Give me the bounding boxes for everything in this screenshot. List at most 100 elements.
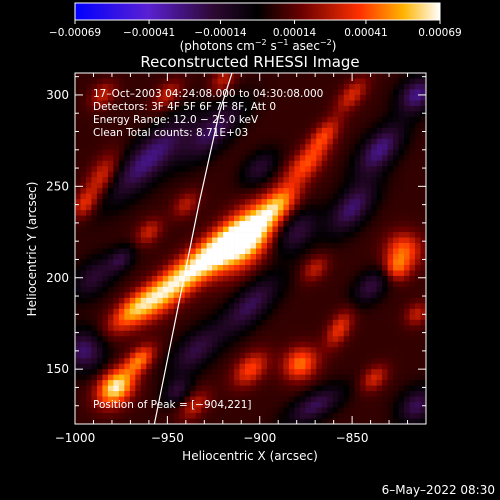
heatmap-cell [393, 94, 399, 101]
heatmap-cell [409, 83, 416, 90]
heatmap-cell [404, 330, 410, 337]
heatmap-cell [283, 319, 290, 326]
heatmap-cell [255, 297, 262, 304]
heatmap-cell [107, 73, 114, 79]
heatmap-cell [415, 73, 421, 79]
heatmap-cell [124, 243, 131, 249]
heatmap-cell [91, 193, 98, 200]
heatmap-cell [376, 133, 383, 140]
heatmap-cell [151, 182, 158, 189]
heatmap-cell [398, 347, 405, 354]
heatmap-cell [338, 83, 345, 90]
heatmap-cell [250, 363, 257, 370]
heatmap-cell [223, 155, 229, 162]
heatmap-cell [288, 286, 295, 293]
heatmap-cell [195, 341, 202, 348]
heatmap-cell [102, 358, 109, 365]
heatmap-cell [212, 105, 218, 112]
heatmap-cell [365, 347, 372, 354]
heatmap-cell [190, 116, 196, 123]
heatmap-cell [206, 369, 213, 375]
heatmap-cell [85, 133, 92, 140]
heatmap-cell [80, 358, 87, 365]
heatmap-cell [91, 297, 98, 304]
heatmap-cell [162, 413, 169, 419]
heatmap-cell [173, 303, 180, 310]
heatmap-cell [316, 171, 323, 178]
heatmap-cell [316, 204, 323, 211]
heatmap-cell [365, 171, 372, 178]
heatmap-cell [338, 347, 345, 354]
heatmap-cell [135, 275, 142, 282]
heatmap-cell [118, 160, 125, 167]
heatmap-cell [250, 281, 257, 288]
heatmap-cell [294, 418, 301, 424]
heatmap-cell [234, 149, 240, 156]
heatmap-cell [195, 264, 202, 271]
heatmap-cell [415, 100, 421, 107]
heatmap-cell [316, 352, 323, 359]
heatmap-cell [255, 303, 262, 310]
heatmap-cell [420, 380, 426, 386]
heatmap-cell [321, 308, 328, 315]
heatmap-cell [135, 292, 142, 299]
heatmap-cell [80, 111, 87, 118]
heatmap-cell [179, 133, 186, 140]
heatmap-cell [146, 193, 153, 200]
heatmap-cell [409, 264, 416, 271]
heatmap-cell [151, 380, 158, 386]
heatmap-cell [294, 215, 301, 222]
heatmap-cell [201, 100, 207, 107]
heatmap-cell [168, 78, 175, 85]
heatmap-cell [266, 264, 273, 271]
heatmap-cell [354, 264, 361, 271]
heatmap-cell [415, 358, 421, 365]
heatmap-cell [157, 374, 164, 381]
heatmap-cell [327, 122, 334, 129]
heatmap-cell [228, 221, 235, 227]
heatmap-cell [245, 100, 251, 107]
heatmap-cell [255, 270, 262, 277]
heatmap-cell [371, 270, 377, 277]
heatmap-cell [206, 138, 213, 145]
heatmap-cell [140, 259, 147, 266]
heatmap-cell [234, 341, 240, 348]
heatmap-cell [96, 385, 103, 392]
heatmap-cell [283, 155, 290, 162]
heatmap-cell [354, 297, 361, 304]
heatmap-cell [146, 292, 153, 299]
heatmap-cell [217, 221, 224, 227]
heatmap-cell [228, 281, 235, 288]
heatmap-cell [201, 325, 207, 332]
heatmap-cell [245, 171, 251, 178]
heatmap-cell [245, 160, 251, 167]
heatmap-cell [404, 369, 410, 375]
heatmap-cell [321, 303, 328, 310]
heatmap-cell [255, 308, 262, 315]
heatmap-cell [245, 199, 251, 205]
heatmap-cell [283, 352, 290, 359]
heatmap-cell [332, 352, 339, 359]
heatmap-cell [272, 363, 279, 370]
heatmap-cell [255, 319, 262, 326]
heatmap-cell [376, 232, 383, 238]
heatmap-cell [327, 94, 334, 101]
heatmap-cell [338, 275, 345, 282]
heatmap-cell [294, 248, 301, 255]
heatmap-cell [75, 199, 81, 205]
heatmap-cell [360, 380, 367, 386]
heatmap-cell [360, 369, 367, 375]
heatmap-cell [190, 105, 196, 112]
heatmap-cell [96, 297, 103, 304]
heatmap-cell [168, 155, 175, 162]
heatmap-cell [299, 391, 306, 397]
heatmap-cell [135, 396, 142, 403]
heatmap-cell [245, 418, 251, 424]
heatmap-cell [245, 215, 251, 222]
heatmap-cell [354, 341, 361, 348]
heatmap-cell [288, 407, 295, 414]
heatmap-cell [343, 275, 350, 282]
heatmap-cell [299, 413, 306, 419]
heatmap-cell [310, 160, 317, 167]
heatmap-cell [102, 133, 109, 140]
